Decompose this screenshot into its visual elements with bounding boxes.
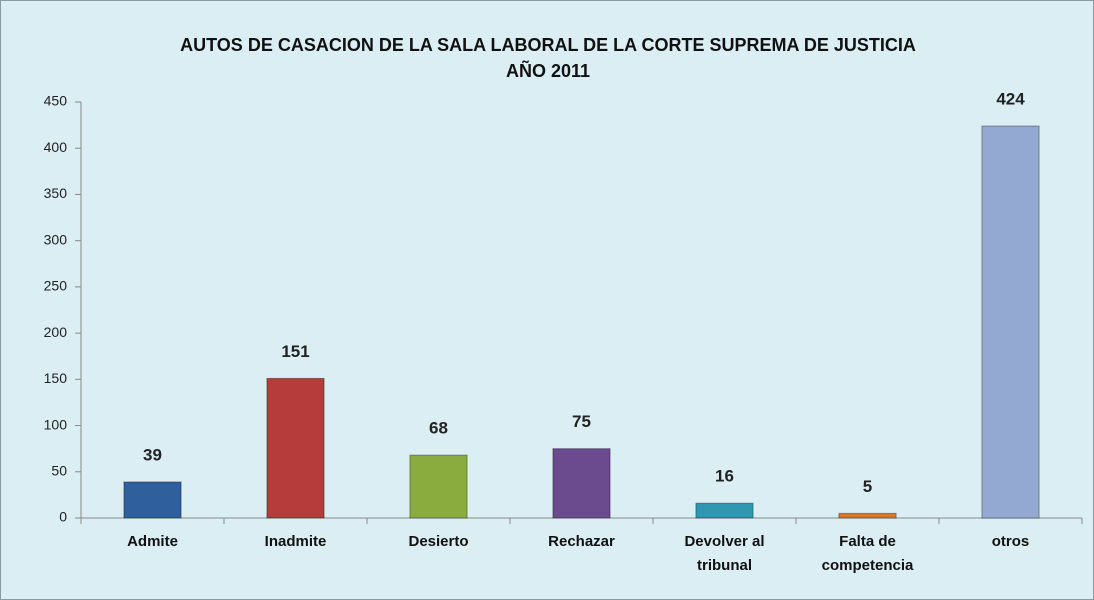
y-tick-label: 250: [44, 278, 68, 294]
y-tick-label: 450: [44, 93, 68, 109]
bar: [552, 448, 611, 519]
value-label: 39: [143, 445, 162, 464]
value-label: 5: [863, 477, 872, 496]
x-tick-label: Inadmite: [264, 533, 327, 550]
y-tick-label: 50: [51, 462, 67, 478]
bar: [695, 502, 754, 519]
y-tick-label: 150: [44, 370, 68, 386]
y-tick-label: 350: [44, 185, 68, 201]
x-tick-label: Admite: [127, 533, 178, 550]
bar: [981, 125, 1040, 519]
value-label: 68: [429, 419, 448, 438]
x-tick-label: otros: [991, 533, 1030, 550]
chart-subtitle: AÑO 2011: [505, 61, 591, 81]
x-tick-label: Rechazar: [548, 533, 615, 550]
x-tick-label: Devolver al tribunal: [684, 533, 765, 574]
y-tick-label: 400: [44, 139, 68, 155]
value-label: 424: [996, 90, 1025, 109]
y-tick-label: 200: [44, 324, 68, 340]
y-tick-label: 300: [44, 231, 68, 247]
y-tick-label: 0: [59, 509, 67, 525]
chart-title: AUTOS DE CASACION DE LA SALA LABORAL DE …: [180, 35, 916, 55]
value-label: 151: [281, 342, 309, 361]
value-label: 16: [715, 467, 734, 486]
x-tick-label: Desierto: [408, 533, 469, 550]
x-tick-label: Falta de competencia: [821, 533, 914, 574]
bar: [409, 454, 468, 519]
bar: [266, 377, 325, 519]
y-tick-label: 100: [44, 416, 68, 432]
bar: [838, 512, 897, 519]
value-label: 75: [572, 412, 591, 431]
bar: [123, 481, 182, 519]
